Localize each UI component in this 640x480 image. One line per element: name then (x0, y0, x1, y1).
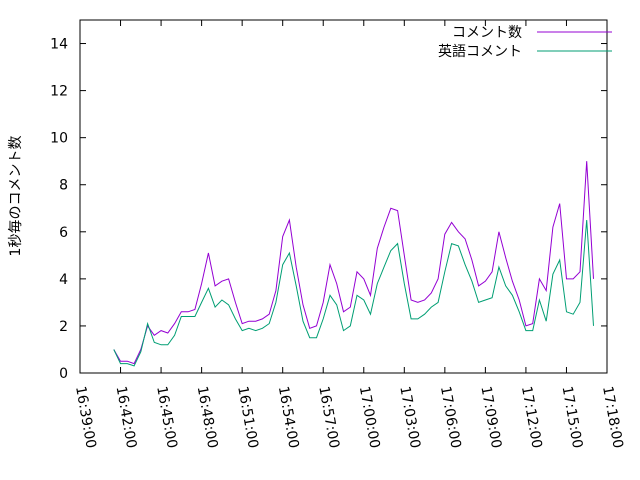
x-tick-label: 16:39:00 (72, 385, 99, 450)
x-tick-label: 16:51:00 (234, 385, 261, 450)
y-tick-label: 14 (50, 37, 68, 53)
x-tick-label: 17:18:00 (599, 385, 626, 450)
x-tick-label: 17:15:00 (559, 385, 586, 450)
series-line (113, 219, 594, 367)
y-axis-label: 1秒毎のコメント数 (8, 136, 24, 257)
x-tick-label: 17:12:00 (518, 385, 545, 450)
y-tick-label: 8 (59, 178, 68, 194)
plot-border (79, 19, 608, 374)
x-tick-label: 16:42:00 (113, 385, 140, 450)
x-tick-label: 16:48:00 (194, 385, 221, 450)
series-line (113, 161, 594, 365)
x-tick-label: 16:57:00 (315, 385, 342, 450)
x-tick-label: 17:06:00 (437, 385, 464, 450)
y-tick-label: 12 (50, 84, 68, 100)
x-tick-label: 17:00:00 (356, 385, 383, 450)
x-tick-label: 16:45:00 (153, 385, 180, 450)
x-tick-label: 17:09:00 (477, 385, 504, 450)
y-tick-label: 6 (59, 225, 68, 241)
y-tick-label: 4 (59, 272, 68, 288)
y-tick-label: 2 (59, 319, 68, 335)
legend-label: 英語コメント (438, 43, 522, 60)
legend-label: コメント数 (452, 25, 522, 41)
x-tick-label: 16:54:00 (275, 385, 302, 450)
y-tick-label: 0 (59, 366, 68, 382)
y-tick-label: 10 (50, 131, 68, 147)
x-tick-label: 17:03:00 (396, 385, 423, 450)
